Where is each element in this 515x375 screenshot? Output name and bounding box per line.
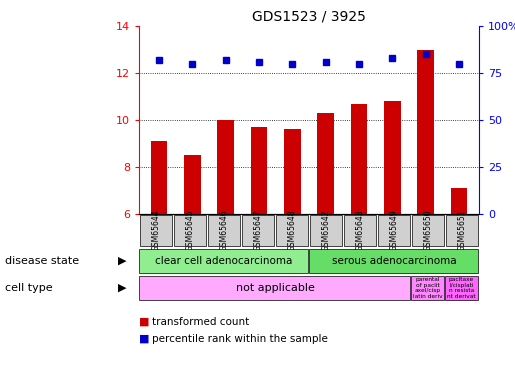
FancyBboxPatch shape: [309, 249, 477, 273]
Text: GSM65645: GSM65645: [185, 210, 195, 251]
Text: pacltaxe
l/cisplati
n resista
nt derivat: pacltaxe l/cisplati n resista nt derivat: [448, 277, 476, 299]
FancyBboxPatch shape: [412, 215, 444, 246]
Text: GSM65646: GSM65646: [219, 210, 229, 251]
FancyBboxPatch shape: [378, 215, 410, 246]
Text: GSM65649: GSM65649: [389, 210, 399, 251]
Text: serous adenocarcinoma: serous adenocarcinoma: [332, 256, 456, 266]
Text: parental
of paclit
axel/cisp
latin deriv: parental of paclit axel/cisp latin deriv: [413, 277, 442, 299]
Text: ■: ■: [139, 334, 149, 344]
FancyBboxPatch shape: [140, 215, 172, 246]
FancyBboxPatch shape: [276, 215, 308, 246]
Bar: [451, 188, 467, 214]
Text: not applicable: not applicable: [235, 283, 315, 293]
Text: GSM65647: GSM65647: [253, 210, 263, 251]
Bar: [384, 101, 401, 214]
FancyBboxPatch shape: [411, 276, 444, 300]
Text: cell type: cell type: [5, 283, 53, 293]
FancyBboxPatch shape: [174, 215, 206, 246]
Text: GSM65642: GSM65642: [321, 210, 331, 251]
Text: disease state: disease state: [5, 256, 79, 266]
FancyBboxPatch shape: [310, 215, 342, 246]
Bar: [184, 155, 201, 214]
Bar: [317, 113, 334, 214]
FancyBboxPatch shape: [139, 276, 410, 300]
FancyBboxPatch shape: [208, 215, 240, 246]
Bar: [217, 120, 234, 214]
Text: GSM65651: GSM65651: [457, 210, 467, 251]
Text: GSM65643: GSM65643: [355, 210, 365, 251]
Text: ▶: ▶: [117, 283, 126, 293]
Text: GSM65650: GSM65650: [423, 210, 433, 251]
Text: clear cell adenocarcinoma: clear cell adenocarcinoma: [156, 256, 293, 266]
FancyBboxPatch shape: [445, 276, 478, 300]
Text: ■: ■: [139, 317, 149, 327]
Text: ▶: ▶: [117, 256, 126, 266]
Bar: [251, 127, 267, 214]
FancyBboxPatch shape: [139, 249, 307, 273]
Bar: [417, 50, 434, 214]
Text: GSM65648: GSM65648: [287, 210, 297, 251]
Bar: [284, 129, 301, 214]
Bar: [151, 141, 167, 214]
FancyBboxPatch shape: [446, 215, 478, 246]
FancyBboxPatch shape: [242, 215, 274, 246]
Title: GDS1523 / 3925: GDS1523 / 3925: [252, 10, 366, 24]
FancyBboxPatch shape: [344, 215, 376, 246]
Bar: [351, 104, 367, 214]
Text: transformed count: transformed count: [152, 317, 249, 327]
Text: GSM65644: GSM65644: [151, 210, 161, 251]
Text: percentile rank within the sample: percentile rank within the sample: [152, 334, 328, 344]
